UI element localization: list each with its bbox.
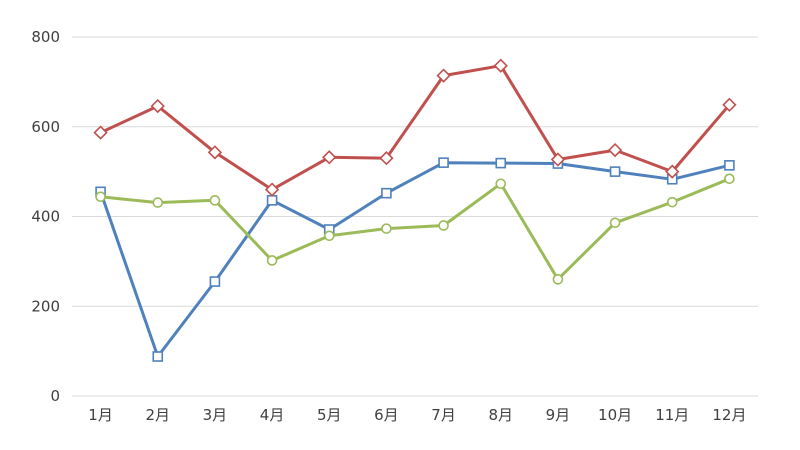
- data-point: [152, 351, 164, 362]
- data-point: [665, 164, 680, 179]
- data-point: [724, 160, 735, 171]
- data-point: [323, 230, 335, 242]
- x-tick-label: 3月: [203, 406, 228, 424]
- data-point: [264, 182, 280, 197]
- y-tick-label: 600: [31, 118, 60, 136]
- x-tick-label: 8月: [488, 406, 513, 424]
- x-tick-label: 12月: [712, 406, 746, 424]
- data-point: [322, 150, 337, 165]
- x-tick-label: 6月: [374, 406, 399, 424]
- data-point: [438, 220, 449, 231]
- data-point: [495, 157, 507, 169]
- data-point: [266, 255, 278, 266]
- series-3: [95, 173, 735, 285]
- gridlines: [72, 36, 758, 397]
- data-point: [493, 58, 508, 73]
- series-line: [99, 64, 731, 192]
- series-line: [99, 177, 731, 281]
- x-tick-label: 7月: [431, 406, 456, 424]
- data-point: [152, 197, 164, 208]
- x-tick-label: 9月: [546, 406, 571, 424]
- data-point: [609, 166, 621, 177]
- data-point: [150, 98, 165, 114]
- data-point: [552, 274, 564, 285]
- series-1: [95, 157, 735, 362]
- data-point: [379, 151, 394, 166]
- x-tick-label: 2月: [145, 406, 170, 424]
- data-point: [95, 191, 106, 203]
- data-point: [209, 195, 221, 206]
- series-group: [93, 58, 737, 362]
- series-line: [99, 161, 731, 358]
- data-point: [550, 152, 566, 167]
- x-axis-labels: 1月 2月 3月 4月 5月 6月 7月 8月 9月 10月 11月 12月: [88, 406, 746, 424]
- x-tick-label: 11月: [655, 406, 689, 424]
- data-point: [724, 173, 735, 185]
- data-point: [209, 276, 221, 287]
- data-point: [722, 97, 737, 112]
- y-tick-label: 400: [31, 208, 60, 226]
- y-tick-label: 800: [31, 28, 60, 46]
- x-tick-label: 1月: [88, 406, 113, 424]
- y-tick-label: 200: [31, 297, 60, 315]
- y-tick-label: 0: [50, 387, 60, 405]
- data-point: [207, 145, 223, 160]
- y-axis-labels: 0 200 400 600 800: [31, 28, 60, 405]
- data-point: [609, 217, 621, 229]
- data-point: [93, 125, 108, 140]
- data-point: [436, 68, 451, 83]
- x-tick-label: 10月: [598, 406, 632, 424]
- data-point: [381, 187, 392, 199]
- data-point: [438, 157, 449, 168]
- data-point: [381, 223, 392, 234]
- data-point: [266, 195, 278, 206]
- x-tick-label: 5月: [317, 406, 342, 424]
- data-point: [666, 196, 678, 208]
- series-2: [93, 58, 737, 197]
- x-tick-label: 4月: [260, 406, 285, 424]
- data-point: [607, 142, 623, 158]
- data-point: [495, 178, 507, 190]
